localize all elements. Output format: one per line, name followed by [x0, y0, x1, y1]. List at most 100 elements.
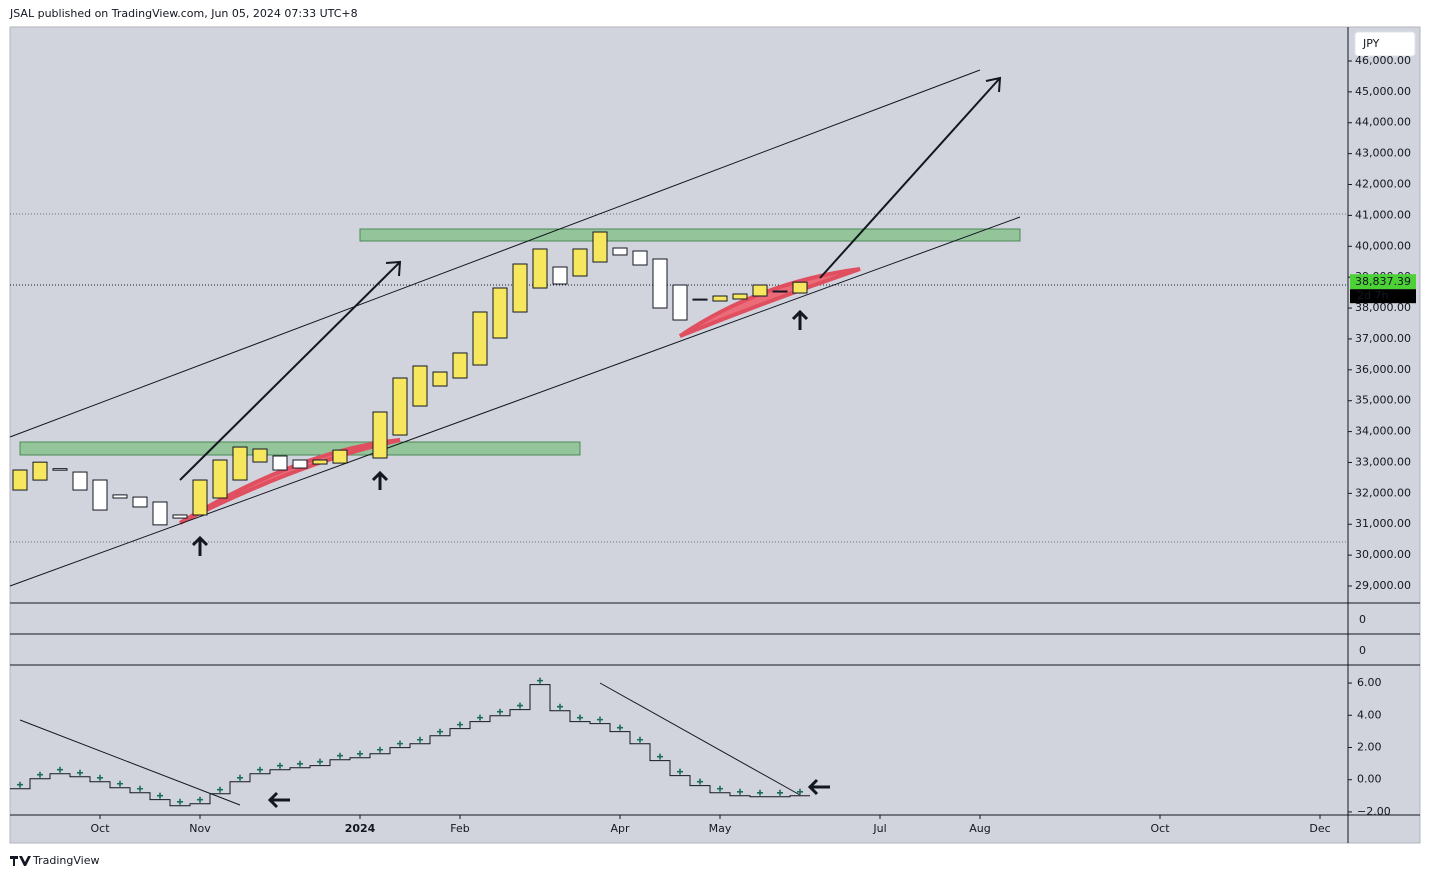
- candle: [492, 287, 508, 339]
- arrow: [819, 76, 1002, 279]
- y-tick-label: 38,000.00: [1355, 301, 1411, 314]
- x-tick-label: May: [709, 822, 732, 835]
- point: [517, 702, 523, 709]
- up-arrow: [791, 309, 809, 330]
- point: [17, 781, 23, 788]
- point: [57, 766, 63, 773]
- y-tick-label: 44,000.00: [1355, 116, 1411, 129]
- currency: JPY: [1362, 37, 1380, 50]
- point: [757, 789, 763, 796]
- point: [577, 714, 583, 721]
- indicator-panes: [10, 603, 1348, 815]
- point: [737, 788, 743, 795]
- zone: [19, 441, 581, 456]
- candle: [712, 295, 728, 302]
- candle: [432, 371, 448, 387]
- y-tick-label: 0.00: [1357, 773, 1382, 786]
- y-tick-label: 45,000.00: [1355, 85, 1411, 98]
- zone: [359, 228, 1021, 242]
- trend-line: [19, 719, 241, 806]
- point: [97, 774, 103, 781]
- y-tick-label: 36,000.00: [1355, 363, 1411, 376]
- up-arrow: [191, 535, 209, 556]
- candle: [592, 231, 608, 263]
- arrow: [179, 260, 402, 481]
- candle: [152, 501, 168, 526]
- x-tick-label: Feb: [450, 822, 469, 835]
- y-tick-label: 35,000.00: [1355, 394, 1411, 407]
- curve-highlight: [178, 438, 401, 525]
- point: [177, 798, 183, 805]
- candle: [332, 449, 348, 464]
- countdown: 2d 7h: [1357, 289, 1388, 302]
- candle: [172, 514, 188, 519]
- candle: [412, 365, 428, 407]
- point: [497, 708, 503, 715]
- candle: [672, 284, 688, 321]
- last-price-label: 38,837.39: [1355, 275, 1411, 288]
- last-price-box: [1350, 274, 1416, 290]
- point: [37, 771, 43, 778]
- candle: [92, 479, 108, 511]
- curve-highlight: [678, 267, 861, 338]
- candle: [532, 248, 548, 289]
- point: [657, 753, 663, 760]
- pane-tick-label: 0: [1359, 613, 1366, 626]
- countdown-box: [1350, 289, 1416, 304]
- y-tick-label: 34,000.00: [1355, 425, 1411, 438]
- candle: [192, 479, 208, 516]
- y-tick-label: 43,000.00: [1355, 147, 1411, 160]
- point: [597, 716, 603, 723]
- step-line: [10, 684, 810, 807]
- candle: [792, 281, 808, 294]
- point: [157, 792, 163, 799]
- point: [357, 750, 363, 757]
- candle: [752, 284, 768, 297]
- point: [337, 752, 343, 759]
- x-tick-label: Jul: [872, 822, 886, 835]
- point: [637, 736, 643, 743]
- point: [677, 768, 683, 775]
- y-tick-label: 46,000.00: [1355, 54, 1411, 67]
- up-arrow: [371, 470, 389, 490]
- y-tick-label: 31,000.00: [1355, 517, 1411, 530]
- candle: [552, 266, 568, 285]
- candle: [132, 496, 148, 508]
- logo: [10, 856, 31, 866]
- point: [77, 769, 83, 776]
- candle: [572, 248, 588, 277]
- price-axis: [1348, 27, 1420, 843]
- y-tick-label: 4.00: [1357, 708, 1382, 721]
- candle: [732, 293, 748, 300]
- point: [217, 786, 223, 793]
- y-tick-label: 2.00: [1357, 740, 1382, 753]
- pane-tick-label: 0: [1359, 644, 1366, 657]
- publish-header: JSAL published on TradingView.com, Jun 0…: [9, 7, 358, 20]
- y-tick-label: 6.00: [1357, 676, 1382, 689]
- point: [377, 746, 383, 753]
- x-tick-label: Oct: [90, 822, 110, 835]
- y-tick-label: 37,000.00: [1355, 332, 1411, 345]
- point: [777, 789, 783, 796]
- candle: [112, 494, 128, 499]
- point: [617, 724, 623, 731]
- point: [477, 714, 483, 721]
- point: [437, 728, 443, 735]
- time-axis: [10, 815, 1348, 843]
- candle: [632, 250, 648, 266]
- candle: [472, 311, 488, 366]
- candle: [512, 263, 528, 313]
- x-tick-label: Dec: [1309, 822, 1330, 835]
- candle: [452, 352, 468, 379]
- point: [697, 778, 703, 785]
- point: [457, 721, 463, 728]
- candles: [12, 231, 808, 526]
- y-tick-label: 40,000.00: [1355, 239, 1411, 252]
- point: [557, 703, 563, 710]
- y-tick-label: 41,000.00: [1355, 208, 1411, 221]
- y-tick-label: 29,000.00: [1355, 579, 1411, 592]
- currency-button[interactable]: [1354, 31, 1416, 57]
- left-arrow: [267, 791, 290, 809]
- candle: [32, 461, 48, 481]
